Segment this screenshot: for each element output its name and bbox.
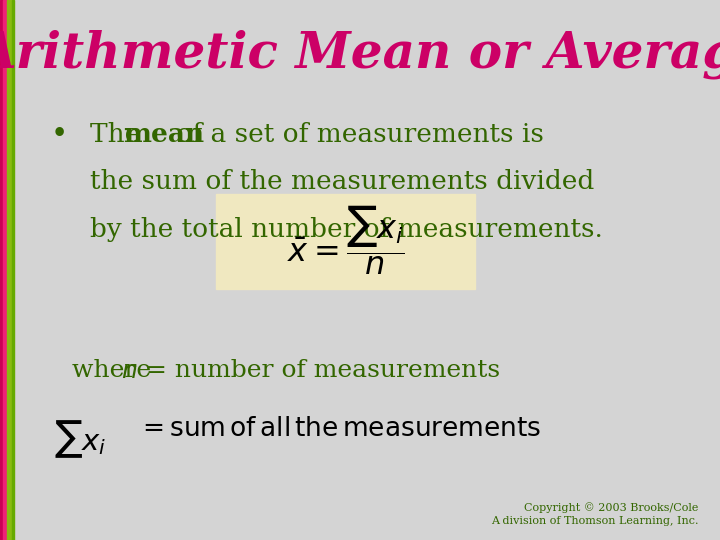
- Text: Arithmetic Mean or Average: Arithmetic Mean or Average: [0, 30, 720, 79]
- Text: mean: mean: [123, 122, 204, 146]
- Text: The: The: [90, 122, 148, 146]
- Text: $\bar{x} = \dfrac{\sum x_i}{n}$: $\bar{x} = \dfrac{\sum x_i}{n}$: [287, 203, 405, 278]
- Text: $= \mathrm{sum\,of\,all\,the\,measurements}$: $= \mathrm{sum\,of\,all\,the\,measuremen…: [137, 416, 541, 442]
- Bar: [7, 0, 12, 540]
- Text: the sum of the measurements divided: the sum of the measurements divided: [90, 169, 594, 194]
- Text: •: •: [50, 122, 68, 150]
- Text: by the total number of measurements.: by the total number of measurements.: [90, 217, 603, 241]
- Text: $\sum x_i$: $\sum x_i$: [54, 418, 107, 460]
- Text: = number of measurements: = number of measurements: [138, 359, 500, 382]
- Text: Copyright © 2003 Brooks/Cole
A division of Thomson Learning, Inc.: Copyright © 2003 Brooks/Cole A division …: [491, 503, 698, 526]
- Text: $n$: $n$: [121, 359, 137, 383]
- Bar: [0, 0, 3, 540]
- FancyBboxPatch shape: [216, 194, 475, 289]
- Bar: [3, 0, 7, 540]
- Text: of a set of measurements is: of a set of measurements is: [168, 122, 544, 146]
- Bar: [12, 0, 14, 540]
- Text: where: where: [72, 359, 159, 382]
